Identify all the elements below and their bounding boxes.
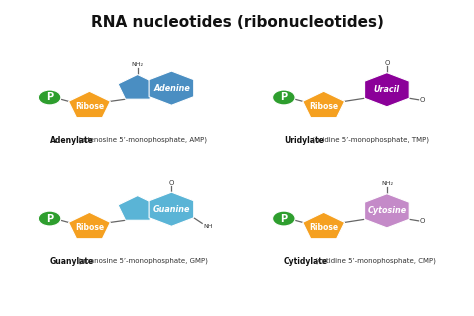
Polygon shape — [365, 73, 409, 107]
Polygon shape — [149, 192, 194, 226]
Text: (guanosine 5’-monophosphate, GMP): (guanosine 5’-monophosphate, GMP) — [76, 257, 208, 264]
Polygon shape — [69, 212, 110, 239]
Polygon shape — [69, 91, 110, 118]
Polygon shape — [149, 71, 194, 105]
Text: NH₂: NH₂ — [132, 62, 144, 67]
Circle shape — [273, 211, 295, 226]
Text: Uridylate: Uridylate — [284, 136, 324, 145]
Text: Guanine: Guanine — [153, 205, 190, 214]
Text: Adenine: Adenine — [153, 84, 190, 93]
Text: O: O — [419, 218, 425, 224]
Text: Ribose: Ribose — [75, 102, 104, 111]
Text: P: P — [46, 214, 53, 223]
Text: Guanylate: Guanylate — [50, 257, 94, 266]
Circle shape — [38, 211, 61, 226]
Text: NH: NH — [203, 224, 213, 229]
Text: RNA nucleotides (ribonucleotides): RNA nucleotides (ribonucleotides) — [91, 15, 383, 30]
Text: Ribose: Ribose — [309, 102, 338, 111]
Circle shape — [38, 90, 61, 105]
Circle shape — [273, 90, 295, 105]
Text: O: O — [384, 60, 390, 66]
Text: P: P — [280, 214, 287, 223]
Polygon shape — [118, 75, 157, 99]
Text: P: P — [280, 93, 287, 102]
Text: Cytosine: Cytosine — [367, 206, 407, 215]
Text: (cytidine 5’-monophosphate, CMP): (cytidine 5’-monophosphate, CMP) — [313, 257, 436, 264]
Text: (uridine 5’-monophosphate, TMP): (uridine 5’-monophosphate, TMP) — [310, 136, 429, 143]
Text: O: O — [169, 179, 174, 185]
Polygon shape — [365, 194, 409, 228]
Polygon shape — [303, 212, 345, 239]
Text: Cytidylate: Cytidylate — [284, 257, 328, 266]
Polygon shape — [303, 91, 345, 118]
Text: O: O — [419, 97, 425, 103]
Text: P: P — [46, 93, 53, 102]
Text: Ribose: Ribose — [309, 223, 338, 232]
Text: Uracil: Uracil — [374, 85, 400, 94]
Text: Ribose: Ribose — [75, 223, 104, 232]
Polygon shape — [118, 196, 157, 220]
Text: (adenosine 5’-monophosphate, AMP): (adenosine 5’-monophosphate, AMP) — [76, 136, 207, 143]
Text: NH₂: NH₂ — [381, 181, 393, 186]
Text: Adenylate: Adenylate — [50, 136, 93, 145]
